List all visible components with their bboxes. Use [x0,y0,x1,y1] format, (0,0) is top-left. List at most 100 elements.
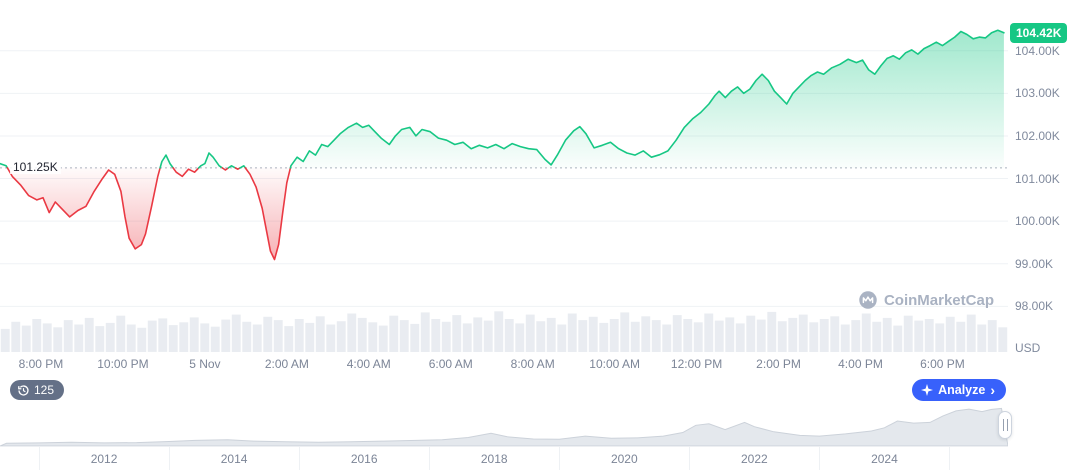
volume-bar [578,320,588,352]
volume-bar [462,323,472,352]
range-handle[interactable] [998,411,1012,439]
volume-bar [441,321,451,352]
volume-bar [326,324,336,352]
y-axis-label: 103.00K [1015,86,1060,101]
volume-bar [63,320,73,352]
volume-bar [630,321,640,352]
y-axis: 104.42K 104.00K 103.00K 102.00K 101.00K 100.… [1008,0,1072,355]
year-gridline [39,447,41,470]
nav-year-label: 2020 [610,452,638,466]
year-gridline [949,447,951,470]
volume-bar [546,317,556,352]
chevron-right-icon: › [990,382,995,398]
navigator-chart-svg [0,407,1008,446]
volume-bar [914,320,924,352]
price-line-segment [6,167,161,250]
y-axis-label: 104.00K [1015,43,1060,58]
volume-bar [525,314,535,352]
volume-bar [252,324,262,352]
volume-bar [431,319,441,352]
volume-bar [294,319,304,352]
x-axis-label: 2:00 PM [756,357,801,371]
price-line-segment [239,165,247,169]
nav-year-label: 2016 [350,452,378,466]
volume-bar [882,317,892,352]
volume-bar [189,317,199,352]
history-badge[interactable]: 125 [10,380,65,400]
volume-bar [704,313,714,352]
x-axis-label: 8:00 PM [18,357,64,371]
price-line-segment [234,167,241,170]
volume-bar [95,326,105,352]
volume-bar [336,321,346,352]
volume-bar [998,327,1008,352]
volume-bar [116,315,126,352]
history-icon [18,384,29,396]
volume-bar [672,315,682,352]
price-area-segment [7,167,161,249]
y-axis-label: 100.00K [1015,214,1060,229]
volume-bar [557,324,567,352]
volume-bar [651,320,661,352]
navigator-area [0,407,1008,446]
nav-year-label: 2014 [220,452,248,466]
volume-bar [273,320,283,352]
price-area-segment [245,167,291,260]
volume-bar [21,325,31,352]
nav-year-label: 2012 [90,452,118,466]
volume-bar [32,319,42,352]
nav-year-label: 2024 [871,452,898,466]
volume-bar [966,314,976,352]
price-line-segment [227,165,237,169]
price-chart-svg [0,29,1008,352]
price-line-segment [221,167,230,171]
volume-bar [210,326,220,352]
volume-bar [609,319,619,352]
volume-bar [242,321,252,352]
volume-bar [599,322,609,352]
volume-bar [126,324,136,352]
volume-bar [567,313,577,352]
volume-bar [389,315,399,352]
volume-bar [483,320,493,352]
date-range-navigator[interactable]: 2012 2014 2016 2018 2020 2022 2024 [0,404,1072,470]
year-gridline [559,447,561,470]
volume-bar [620,312,630,352]
x-axis-label: 10:00 AM [589,357,640,371]
baseline-price-label: 101.25K [10,159,61,174]
volume-bar [872,321,882,352]
volume-bar [504,319,514,352]
volume-bar [284,326,294,352]
volume-bar [840,324,850,352]
price-chart[interactable]: 101.25K CoinMarketCap [0,0,1008,352]
year-gridline [689,447,691,470]
price-line-segment [172,167,200,178]
currency-unit-label: USD [1015,341,1041,355]
chart-toolbar: 125 Analyze › [0,376,1014,404]
history-count: 125 [34,383,55,397]
nav-year-label: 2018 [480,452,508,466]
coinmarketcap-logo-icon [859,291,877,309]
analyze-button[interactable]: Analyze › [912,379,1006,401]
y-axis-label: 102.00K [1015,128,1060,143]
nav-year-label: 2022 [741,452,768,466]
volume-bar [956,321,966,352]
y-axis-label: 101.00K [1015,171,1060,186]
volume-bar [819,319,829,352]
x-axis-label: 4:00 AM [346,357,391,371]
volume-bar [746,315,756,352]
x-axis-label: 6:00 AM [428,357,473,371]
y-axis-label: 98.00K [1015,299,1054,314]
volume-bar [231,314,241,352]
price-line-segment [244,167,292,261]
navigator-year-axis: 2012 2014 2016 2018 2020 2022 2024 [0,446,1008,470]
x-axis: 8:00 PM 10:00 PM 5 Nov 2:00 AM 4:00 AM 6:00 A… [0,352,1008,376]
volume-bar [158,318,168,352]
volume-bar [756,319,766,352]
volume-bar [378,325,388,352]
volume-bar [42,323,52,352]
x-axis-label: 10:00 PM [97,357,149,371]
volume-bar [11,321,21,352]
coinmarketcap-watermark: CoinMarketCap [858,290,994,310]
